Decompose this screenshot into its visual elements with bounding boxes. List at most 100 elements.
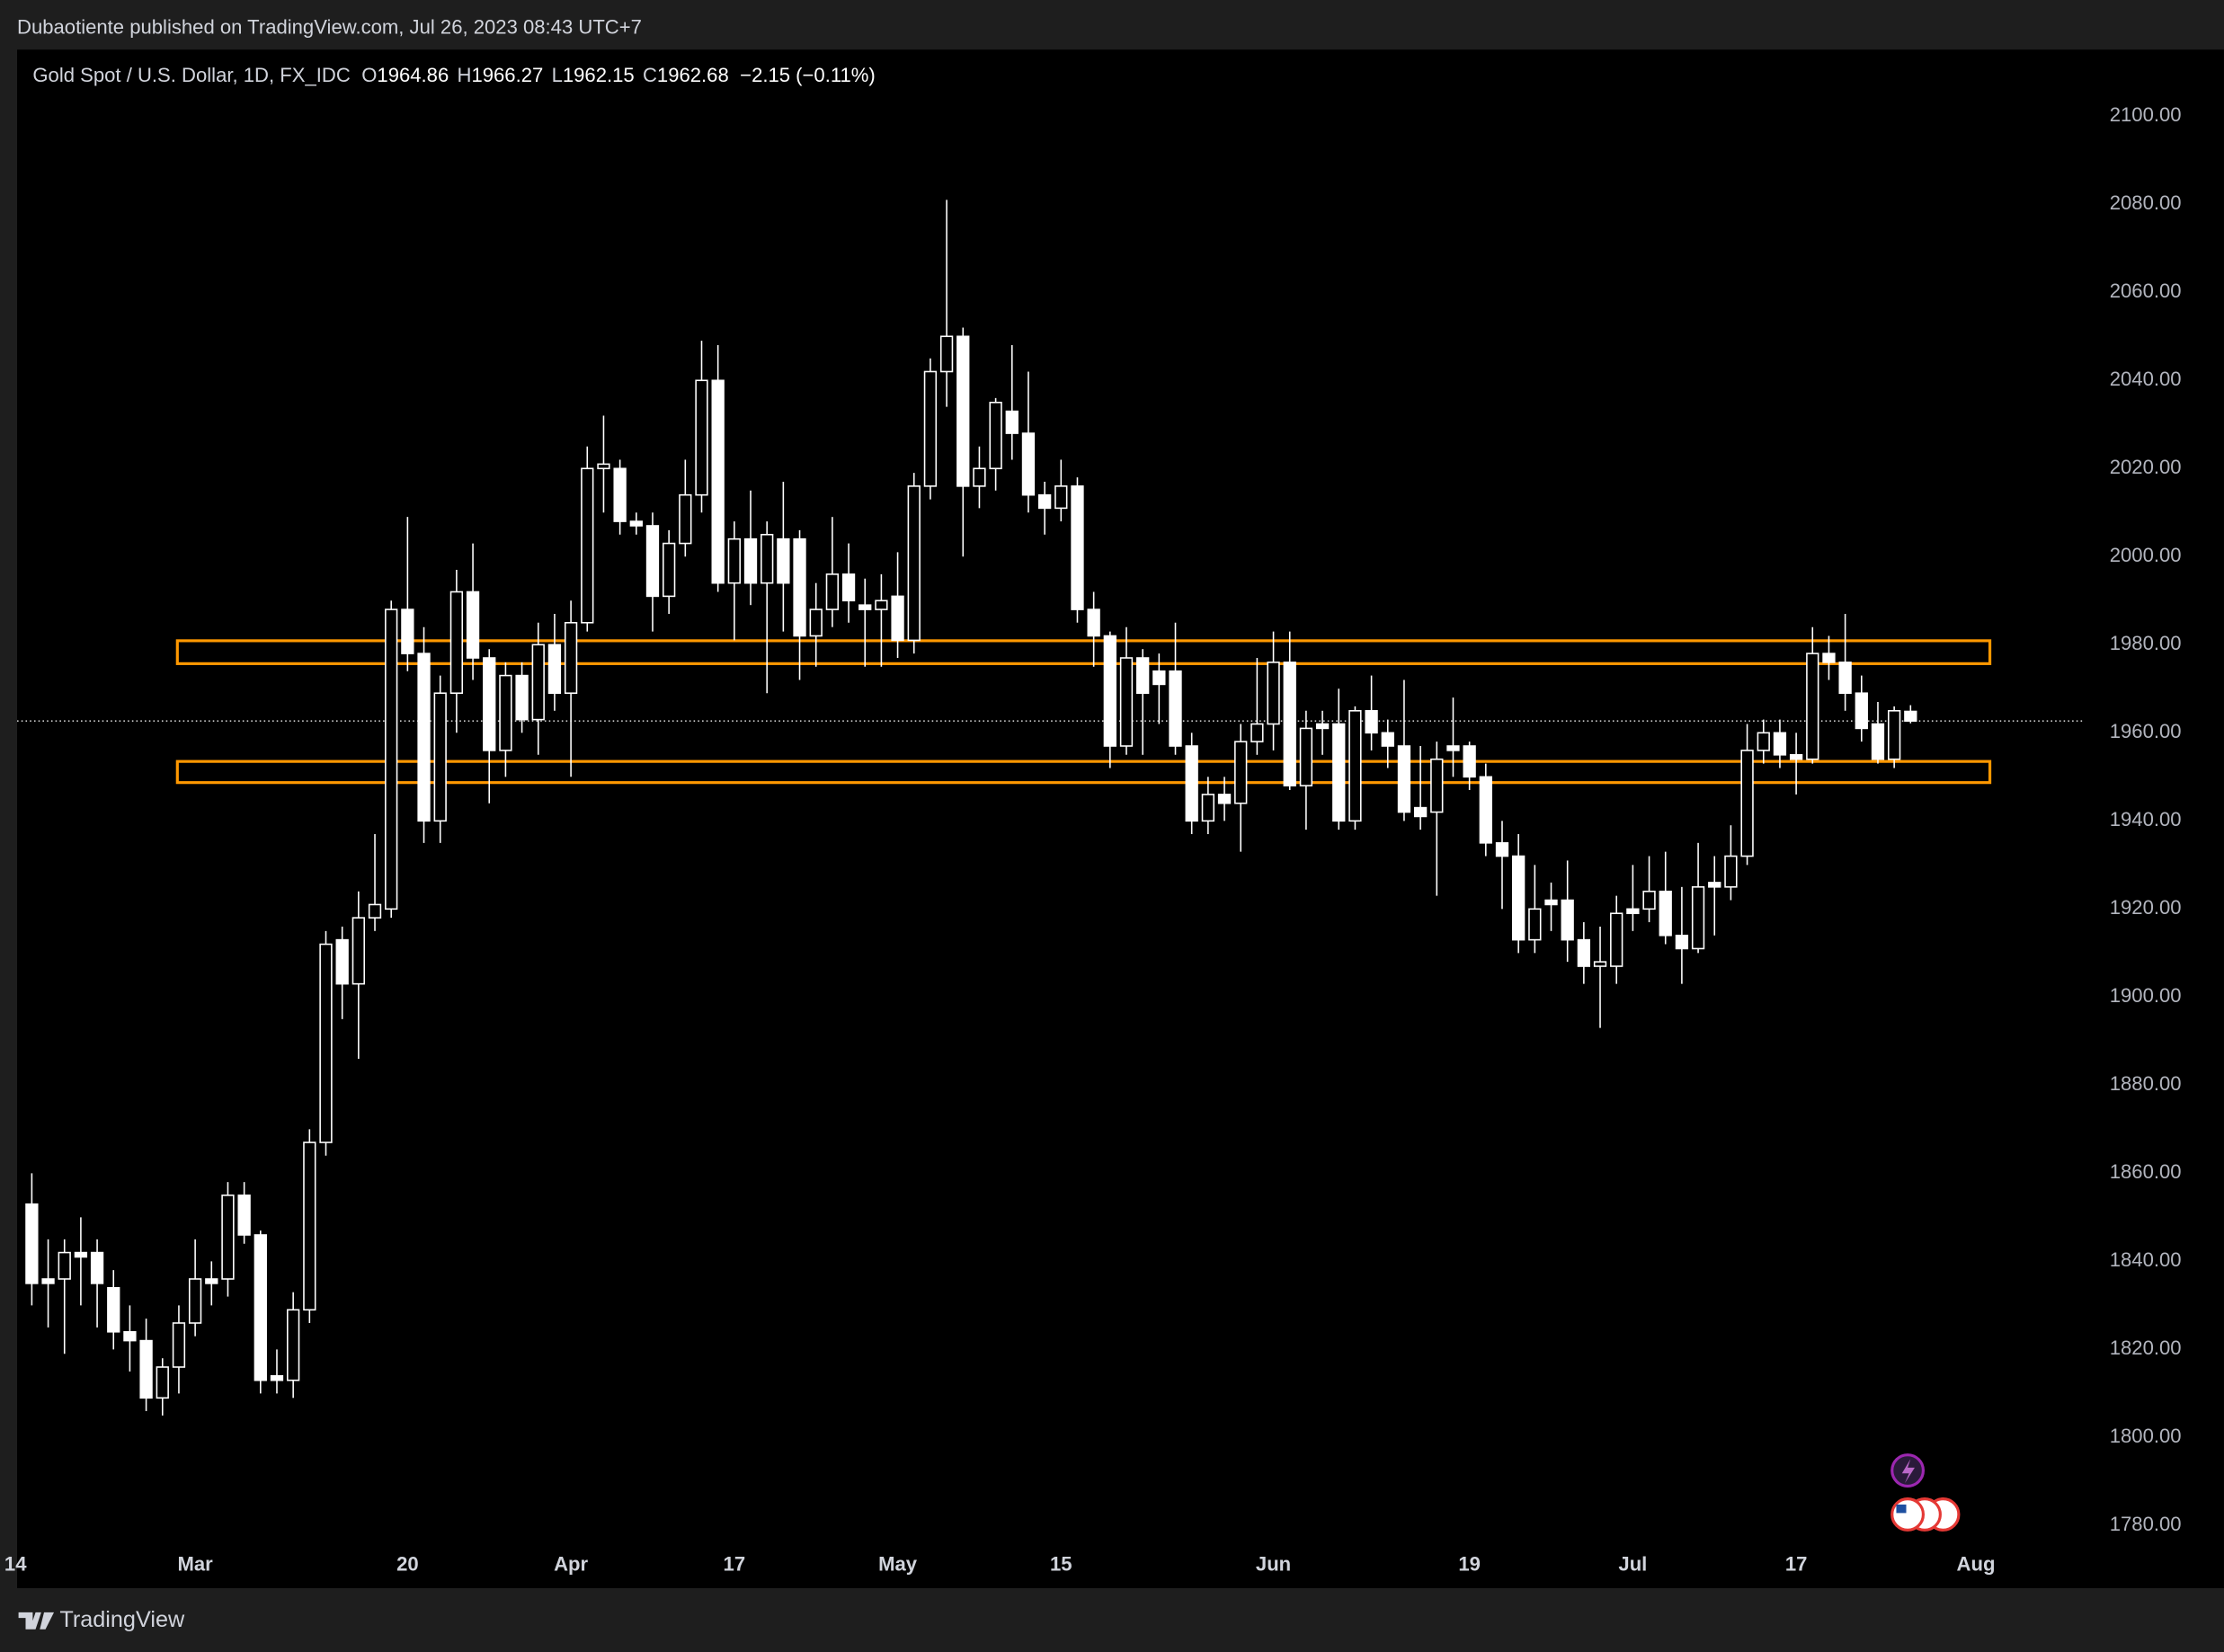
candle <box>1789 733 1803 795</box>
candle <box>711 345 725 592</box>
candle-body <box>1740 750 1754 857</box>
plot: 1780.00 1800.00 1820.00 1840.00 1860.00 1880.… <box>4 103 2182 1576</box>
candle-body <box>483 657 496 751</box>
candle-body <box>1217 794 1232 804</box>
candle <box>1757 719 1770 764</box>
candle-body <box>1446 745 1460 751</box>
candle <box>433 675 447 843</box>
y-tick-label: 1840.00 <box>2110 1248 2182 1271</box>
candle <box>41 1239 55 1328</box>
y-tick-label: 1960.00 <box>2110 720 2182 742</box>
candle-body <box>1479 776 1492 844</box>
candle-body <box>1691 886 1705 950</box>
y-tick-label: 1940.00 <box>2110 808 2182 830</box>
candle <box>1332 688 1346 830</box>
candle <box>1283 631 1296 791</box>
candle-body <box>351 917 366 985</box>
candle-body <box>581 467 594 624</box>
candle-body <box>303 1141 316 1311</box>
candle-body <box>907 485 921 642</box>
candle <box>1740 724 1754 866</box>
candle <box>107 1270 120 1350</box>
candle-body <box>939 335 954 373</box>
candle <box>1005 345 1019 460</box>
candle <box>319 930 333 1156</box>
candle-body <box>1544 899 1558 906</box>
chart-pane <box>17 49 2224 1589</box>
candle-body <box>1119 657 1134 747</box>
candle-body <box>761 533 774 584</box>
x-tick-label: 17 <box>724 1553 746 1576</box>
candle <box>123 1305 137 1372</box>
candle-body <box>41 1278 55 1284</box>
candle-body <box>809 608 823 637</box>
candle <box>1119 626 1134 755</box>
candle-body <box>433 692 447 822</box>
candle-body <box>1397 745 1411 813</box>
candle <box>1413 746 1428 830</box>
x-tick-label: 20 <box>396 1553 419 1576</box>
candle <box>629 512 643 535</box>
candle <box>875 573 888 667</box>
candle-body <box>564 622 578 694</box>
candle <box>1054 459 1068 522</box>
candle <box>1071 477 1084 623</box>
candle-body <box>205 1278 218 1284</box>
candle-body <box>1887 710 1901 760</box>
candle-body <box>1348 710 1362 822</box>
candle <box>1446 697 1460 777</box>
candle-body <box>319 943 333 1143</box>
candle <box>825 517 840 627</box>
candle <box>139 1319 153 1411</box>
candle <box>449 569 464 733</box>
candle <box>1201 777 1215 835</box>
y-tick-label: 1780.00 <box>2110 1513 2182 1535</box>
candle-body <box>547 644 562 694</box>
candle-body <box>25 1203 39 1284</box>
candle <box>221 1182 235 1297</box>
candle <box>303 1129 316 1323</box>
candle <box>1887 706 1901 768</box>
candle-body <box>270 1375 284 1381</box>
candle <box>1626 865 1640 931</box>
candle <box>743 490 758 606</box>
candle <box>1136 649 1150 755</box>
candle-body <box>793 537 806 637</box>
candle <box>956 327 970 557</box>
candle-body <box>1675 934 1689 950</box>
candle-body <box>531 644 545 721</box>
candle-body <box>287 1309 300 1381</box>
candle-body <box>1234 741 1248 804</box>
candle-body <box>123 1330 137 1342</box>
y-tick-label: 1860.00 <box>2110 1160 2182 1183</box>
candle-body <box>1103 635 1116 747</box>
candle <box>1724 825 1738 901</box>
y-tick-label: 2060.00 <box>2110 280 2182 302</box>
y-tick-label: 1800.00 <box>2110 1425 2182 1447</box>
candle-body <box>1037 493 1052 510</box>
candle-body <box>1283 662 1296 786</box>
candle-body <box>237 1195 251 1236</box>
candle-body <box>597 463 610 470</box>
candle <box>237 1182 251 1244</box>
candle <box>1037 481 1052 535</box>
candle-body <box>1495 842 1509 857</box>
candle-body <box>385 608 398 910</box>
candle <box>188 1239 202 1337</box>
candle-body <box>221 1195 235 1280</box>
candle <box>1463 742 1476 791</box>
y-tick-label: 1820.00 <box>2110 1337 2182 1359</box>
candle <box>1773 719 1787 768</box>
candle <box>1610 895 1624 984</box>
candle <box>1185 733 1198 835</box>
candle <box>581 446 594 632</box>
candle-body <box>629 520 643 527</box>
candle <box>564 600 578 777</box>
candle-body <box>645 525 660 598</box>
candle <box>1838 613 1852 711</box>
candle-body <box>254 1234 267 1381</box>
candle <box>1675 886 1689 984</box>
brand-logo <box>18 1612 55 1630</box>
candle <box>1021 371 1036 513</box>
